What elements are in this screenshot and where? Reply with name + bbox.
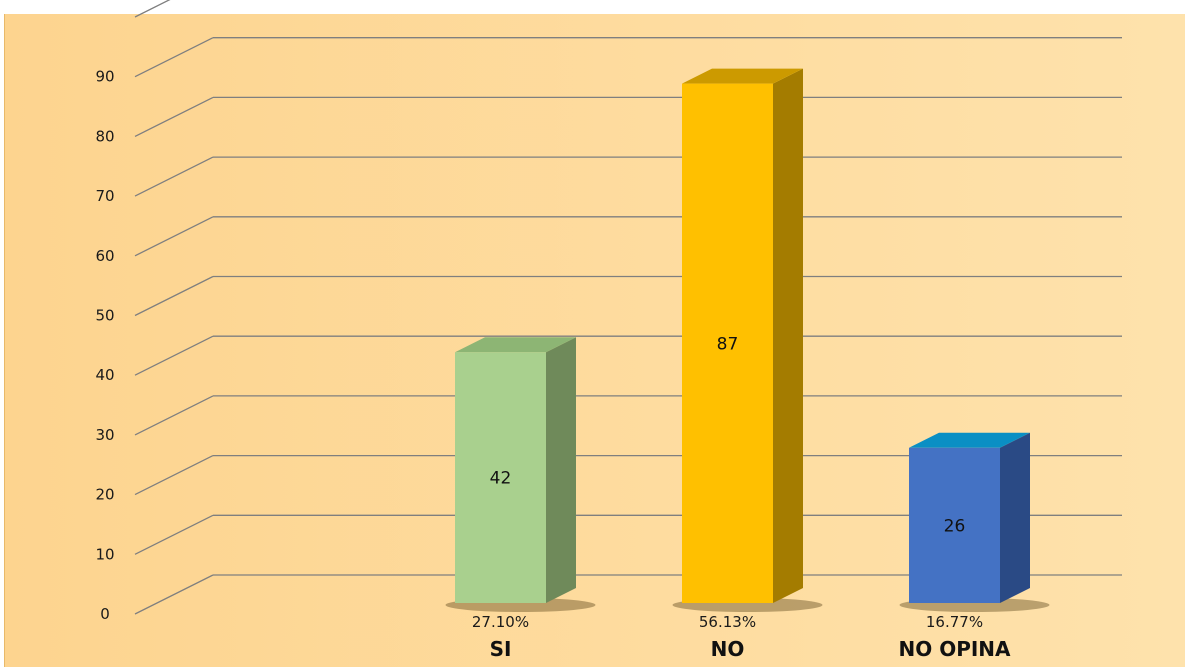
gridline-diagonal xyxy=(134,574,214,615)
bar-no xyxy=(682,83,773,604)
y-tick-label: 0 xyxy=(100,605,110,623)
gridline-diagonal xyxy=(134,216,214,257)
x-category-label: SI xyxy=(490,637,512,661)
bar-no-opina xyxy=(909,447,1000,603)
gridline-diagonal xyxy=(134,335,214,376)
y-tick-label: 10 xyxy=(95,545,114,563)
y-tick-label: 30 xyxy=(95,426,114,444)
gridline-diagonal xyxy=(134,514,214,555)
gridline-diagonal xyxy=(134,395,214,436)
bar-si xyxy=(455,352,546,603)
bars xyxy=(445,68,1050,612)
gridline-diagonal xyxy=(134,275,214,317)
data-label: 87 xyxy=(717,334,739,354)
bar-top xyxy=(682,68,803,84)
y-axis-ticks: 0 10 20 30 40 50 60 70 80 90 xyxy=(95,68,114,623)
gridline-diagonal xyxy=(134,0,171,18)
data-label: 42 xyxy=(490,469,512,489)
gridline-diagonal xyxy=(134,455,214,496)
y-tick-label: 90 xyxy=(95,68,114,86)
y-tick-label: 20 xyxy=(95,486,114,504)
y-tick-label: 60 xyxy=(95,247,114,265)
percent-label: 56.13% xyxy=(699,613,756,631)
gridline-diagonal xyxy=(134,96,214,137)
bar-top xyxy=(455,337,576,353)
bar-side xyxy=(1000,432,1030,603)
y-tick-label: 80 xyxy=(95,127,114,145)
x-category-label: NO xyxy=(711,637,745,661)
bar-top xyxy=(909,432,1030,448)
percent-label: 27.10% xyxy=(472,613,529,631)
labels: 42 27.10% SI 87 56.13% NO 26 16.77% NO OPINA xyxy=(472,334,1011,661)
percent-label: 16.77% xyxy=(926,613,983,631)
gridlines xyxy=(134,0,1122,615)
y-tick-label: 40 xyxy=(95,366,114,384)
data-label: 26 xyxy=(944,516,966,536)
gridline-diagonal xyxy=(134,156,214,197)
bar-side xyxy=(773,68,803,604)
x-category-label: NO OPINA xyxy=(898,637,1011,661)
y-tick-label: 70 xyxy=(95,187,114,205)
gridline-diagonal xyxy=(134,37,214,78)
y-tick-label: 50 xyxy=(95,307,114,325)
bar-side xyxy=(546,337,576,603)
